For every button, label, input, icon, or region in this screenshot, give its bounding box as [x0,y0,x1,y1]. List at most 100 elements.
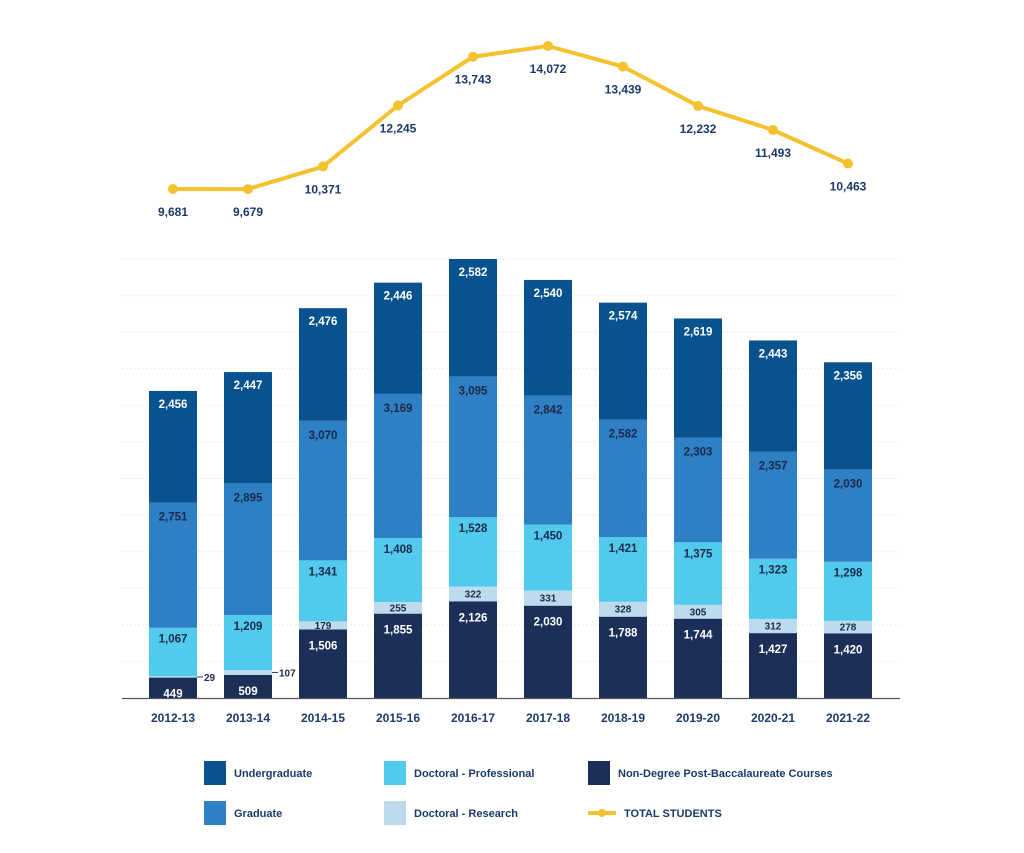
bar-segment [749,633,797,698]
bar-segment [224,483,272,616]
data-label: 305 [690,607,707,618]
bar-segment [599,601,647,617]
legend-swatch [204,801,226,825]
data-label: 1,341 [309,566,338,578]
bar-segment [824,469,872,562]
data-label: 278 [840,623,857,634]
bar-segment [224,674,272,698]
total-point [693,100,703,111]
data-label: 322 [465,589,482,600]
data-label: 2,619 [684,326,713,338]
data-label: 107 [279,668,296,679]
x-tick-label: 2017-18 [526,711,570,725]
data-label: 1,744 [684,630,713,642]
bar-segment [374,613,422,698]
data-label: 2,030 [534,617,563,629]
data-label: 3,095 [459,385,488,397]
total-label: 10,371 [305,183,342,197]
bar-segment [449,259,497,377]
x-tick-label: 2020-21 [751,711,795,725]
bar-segment [374,538,422,603]
bar-segment [524,395,572,525]
bar-segment [524,279,572,396]
bar-segment [599,537,647,602]
data-label: 2,030 [834,478,863,490]
bar-segment [674,437,722,543]
bar-segment [749,618,797,634]
legend-swatch [384,801,406,825]
bar-segment [599,419,647,538]
bar-segment [299,308,347,421]
total-point [393,100,403,111]
total-label: 11,493 [755,146,791,160]
data-label: 1,506 [309,641,338,653]
bar-segment [149,627,197,677]
data-label: 2,446 [384,291,413,303]
data-label: 2,540 [534,288,563,300]
data-label: 2,126 [459,612,488,624]
data-label: 1,420 [834,644,863,656]
x-tick-label: 2019-20 [676,711,720,725]
data-label: 1,450 [534,531,563,543]
legend-swatch [384,761,406,785]
data-label: 1,788 [609,628,638,640]
legend-line-dot [598,809,606,817]
data-label: 29 [204,673,216,684]
bar-segment [149,502,197,628]
data-label: 1,421 [609,543,638,555]
total-label: 9,679 [233,205,263,219]
data-label: 2,357 [759,461,788,473]
data-label: 3,070 [309,430,338,442]
bar-segment [374,282,422,394]
legend-swatch [588,761,610,785]
data-label: 1,427 [759,644,788,656]
bar-segment [449,517,497,587]
legend-label: Undergraduate [234,768,312,780]
bar-segment [149,390,197,503]
total-point [168,184,178,194]
total-label: 14,072 [530,62,567,76]
legend-swatch [204,761,226,785]
bar-segment [449,586,497,602]
bar-segment [674,318,722,438]
data-label: 449 [163,689,182,701]
bar-segment [824,633,872,698]
total-point [843,158,853,169]
data-label: 2,447 [234,380,263,392]
x-tick-label: 2014-15 [301,711,345,725]
data-label: 1,528 [459,523,488,535]
bar-segment [299,629,347,698]
total-label: 10,463 [830,180,867,194]
data-label: 2,582 [459,267,488,279]
total-line-path [171,44,850,192]
legend-label: Non-Degree Post-Baccalaureate Courses [618,768,833,780]
bar-segment [149,676,197,678]
bar-stacks: 449 29 1,067 2,751 2,456 509 107 1,209 2,895 2,44… [149,259,872,701]
legend-label: Doctoral - Professional [414,768,534,780]
x-tick-label: 2015-16 [376,711,420,725]
x-tick-label: 2018-19 [601,711,645,725]
bar-segment [449,601,497,698]
total-point [768,124,778,135]
bar-segment [524,524,572,591]
data-label: 331 [540,594,557,605]
data-label: 2,574 [609,311,638,323]
bar-segment [524,590,572,606]
data-label: 179 [315,621,332,632]
data-label: 2,476 [309,316,338,328]
bar-segment [599,302,647,420]
total-label: 9,681 [158,205,188,219]
bar-segment [299,621,347,630]
x-tick-label: 2021-22 [826,711,870,725]
legend: Undergraduate Doctoral - Professional Non-… [204,761,833,825]
bar-segment [374,393,422,539]
bar-segment [749,340,797,452]
legend-label: TOTAL STUDENTS [624,808,722,820]
bar-segment [749,558,797,619]
bar-segment [749,451,797,559]
x-tick-label: 2013-14 [226,711,270,725]
data-label: 1,323 [759,565,788,577]
total-point [468,51,478,62]
legend-label: Graduate [234,808,282,820]
total-students-line: 9,681 9,679 10,371 12,245 13,743 14,072 13,439… [158,41,867,219]
